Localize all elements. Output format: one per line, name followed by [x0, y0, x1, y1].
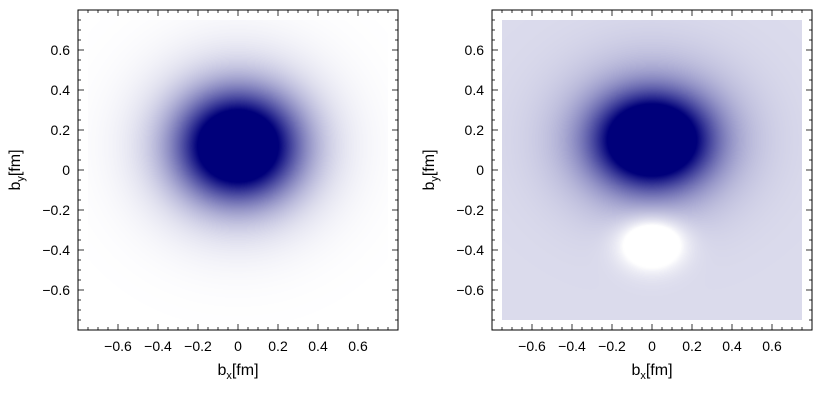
x-tick-label: −0.6 [518, 338, 546, 354]
x-tick-label: 0 [234, 338, 242, 354]
x-tick-label: 0.2 [682, 338, 702, 354]
y-tick-label: 0.6 [51, 42, 71, 58]
y-tick-label: −0.4 [42, 242, 70, 258]
y-tick-label: 0 [476, 162, 484, 178]
x-tick-label: −0.2 [598, 338, 626, 354]
density-image [88, 20, 388, 320]
y-tick-label: 0.4 [51, 82, 71, 98]
y-tick-label: −0.2 [456, 202, 484, 218]
x-axis-title: bx[fm] [217, 362, 258, 382]
x-tick-label: 0.6 [348, 338, 368, 354]
y-tick-label: 0 [62, 162, 70, 178]
y-tick-label: −0.2 [42, 202, 70, 218]
x-tick-label: −0.4 [558, 338, 586, 354]
y-tick-label: −0.6 [456, 282, 484, 298]
y-tick-label: −0.4 [456, 242, 484, 258]
y-tick-label: 0.2 [51, 122, 71, 138]
x-tick-label: 0 [648, 338, 656, 354]
y-axis-title: by[fm] [7, 149, 27, 190]
y-axis-title: by[fm] [421, 149, 441, 190]
x-tick-label: −0.4 [144, 338, 172, 354]
x-tick-label: 0.6 [762, 338, 782, 354]
y-tick-label: 0.6 [465, 42, 485, 58]
x-tick-label: 0.4 [308, 338, 328, 354]
heatmap-panel-2: −0.6 −0.4 −0.2 0 0.2 0.4 0.6 −0.6 −0.4 −0.2 0 0.2 0.… [421, 9, 813, 382]
y-tick-label: −0.6 [42, 282, 70, 298]
x-tick-label: −0.6 [104, 338, 132, 354]
x-tick-label: 0.2 [268, 338, 288, 354]
heatmap-panel-1: −0.6 −0.4 −0.2 0 0.2 0.4 0.6 −0.6 −0.4 −0.2 0 0.2 0.… [7, 9, 399, 382]
density-image [502, 20, 802, 320]
y-tick-label: 0.4 [465, 82, 485, 98]
x-axis-title: bx[fm] [631, 362, 672, 382]
x-tick-label: 0.4 [722, 338, 742, 354]
y-tick-label: 0.2 [465, 122, 485, 138]
x-tick-label: −0.2 [184, 338, 212, 354]
